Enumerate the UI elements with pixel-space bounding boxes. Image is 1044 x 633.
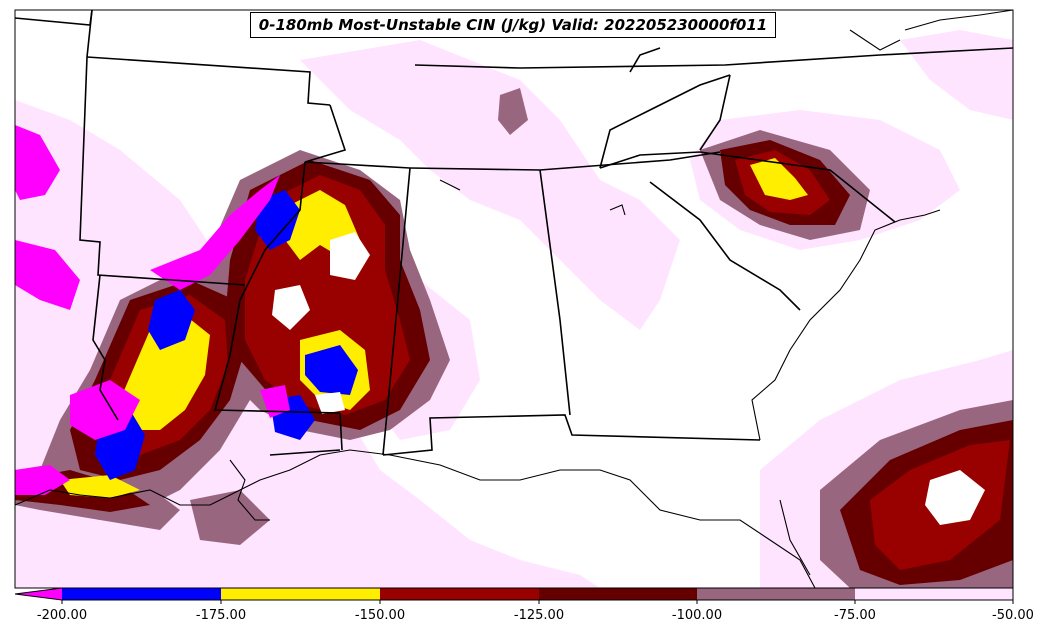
colorbar-tick-label: -125.00 xyxy=(513,608,565,623)
map-title: 0-180mb Most-Unstable CIN (J/kg) Valid: … xyxy=(250,12,776,38)
colorbar-tick-label: -50.00 xyxy=(992,608,1034,623)
colorbar-bin-mauve xyxy=(697,588,855,600)
colorbar-bin-pink xyxy=(855,588,1013,600)
colorbar-bin-darkred xyxy=(539,588,697,600)
colorbar-tick-label: -75.00 xyxy=(834,608,876,623)
colorbar xyxy=(14,587,1014,604)
coastlines xyxy=(14,9,1014,589)
colorbar-tick-label: -100.00 xyxy=(671,608,723,623)
colorbar-tick-label: -175.00 xyxy=(195,608,247,623)
colorbar-bin-red xyxy=(380,588,539,600)
colorbar-tick-label: -150.00 xyxy=(354,608,406,623)
cin-shading xyxy=(15,30,1013,588)
colorbar-bin-blue xyxy=(62,588,221,600)
state-borders xyxy=(14,9,1014,456)
colorbar-bin-magenta xyxy=(15,588,62,600)
colorbar-tick-label: -200.00 xyxy=(36,608,88,623)
colorbar-bin-yellow xyxy=(221,588,380,600)
